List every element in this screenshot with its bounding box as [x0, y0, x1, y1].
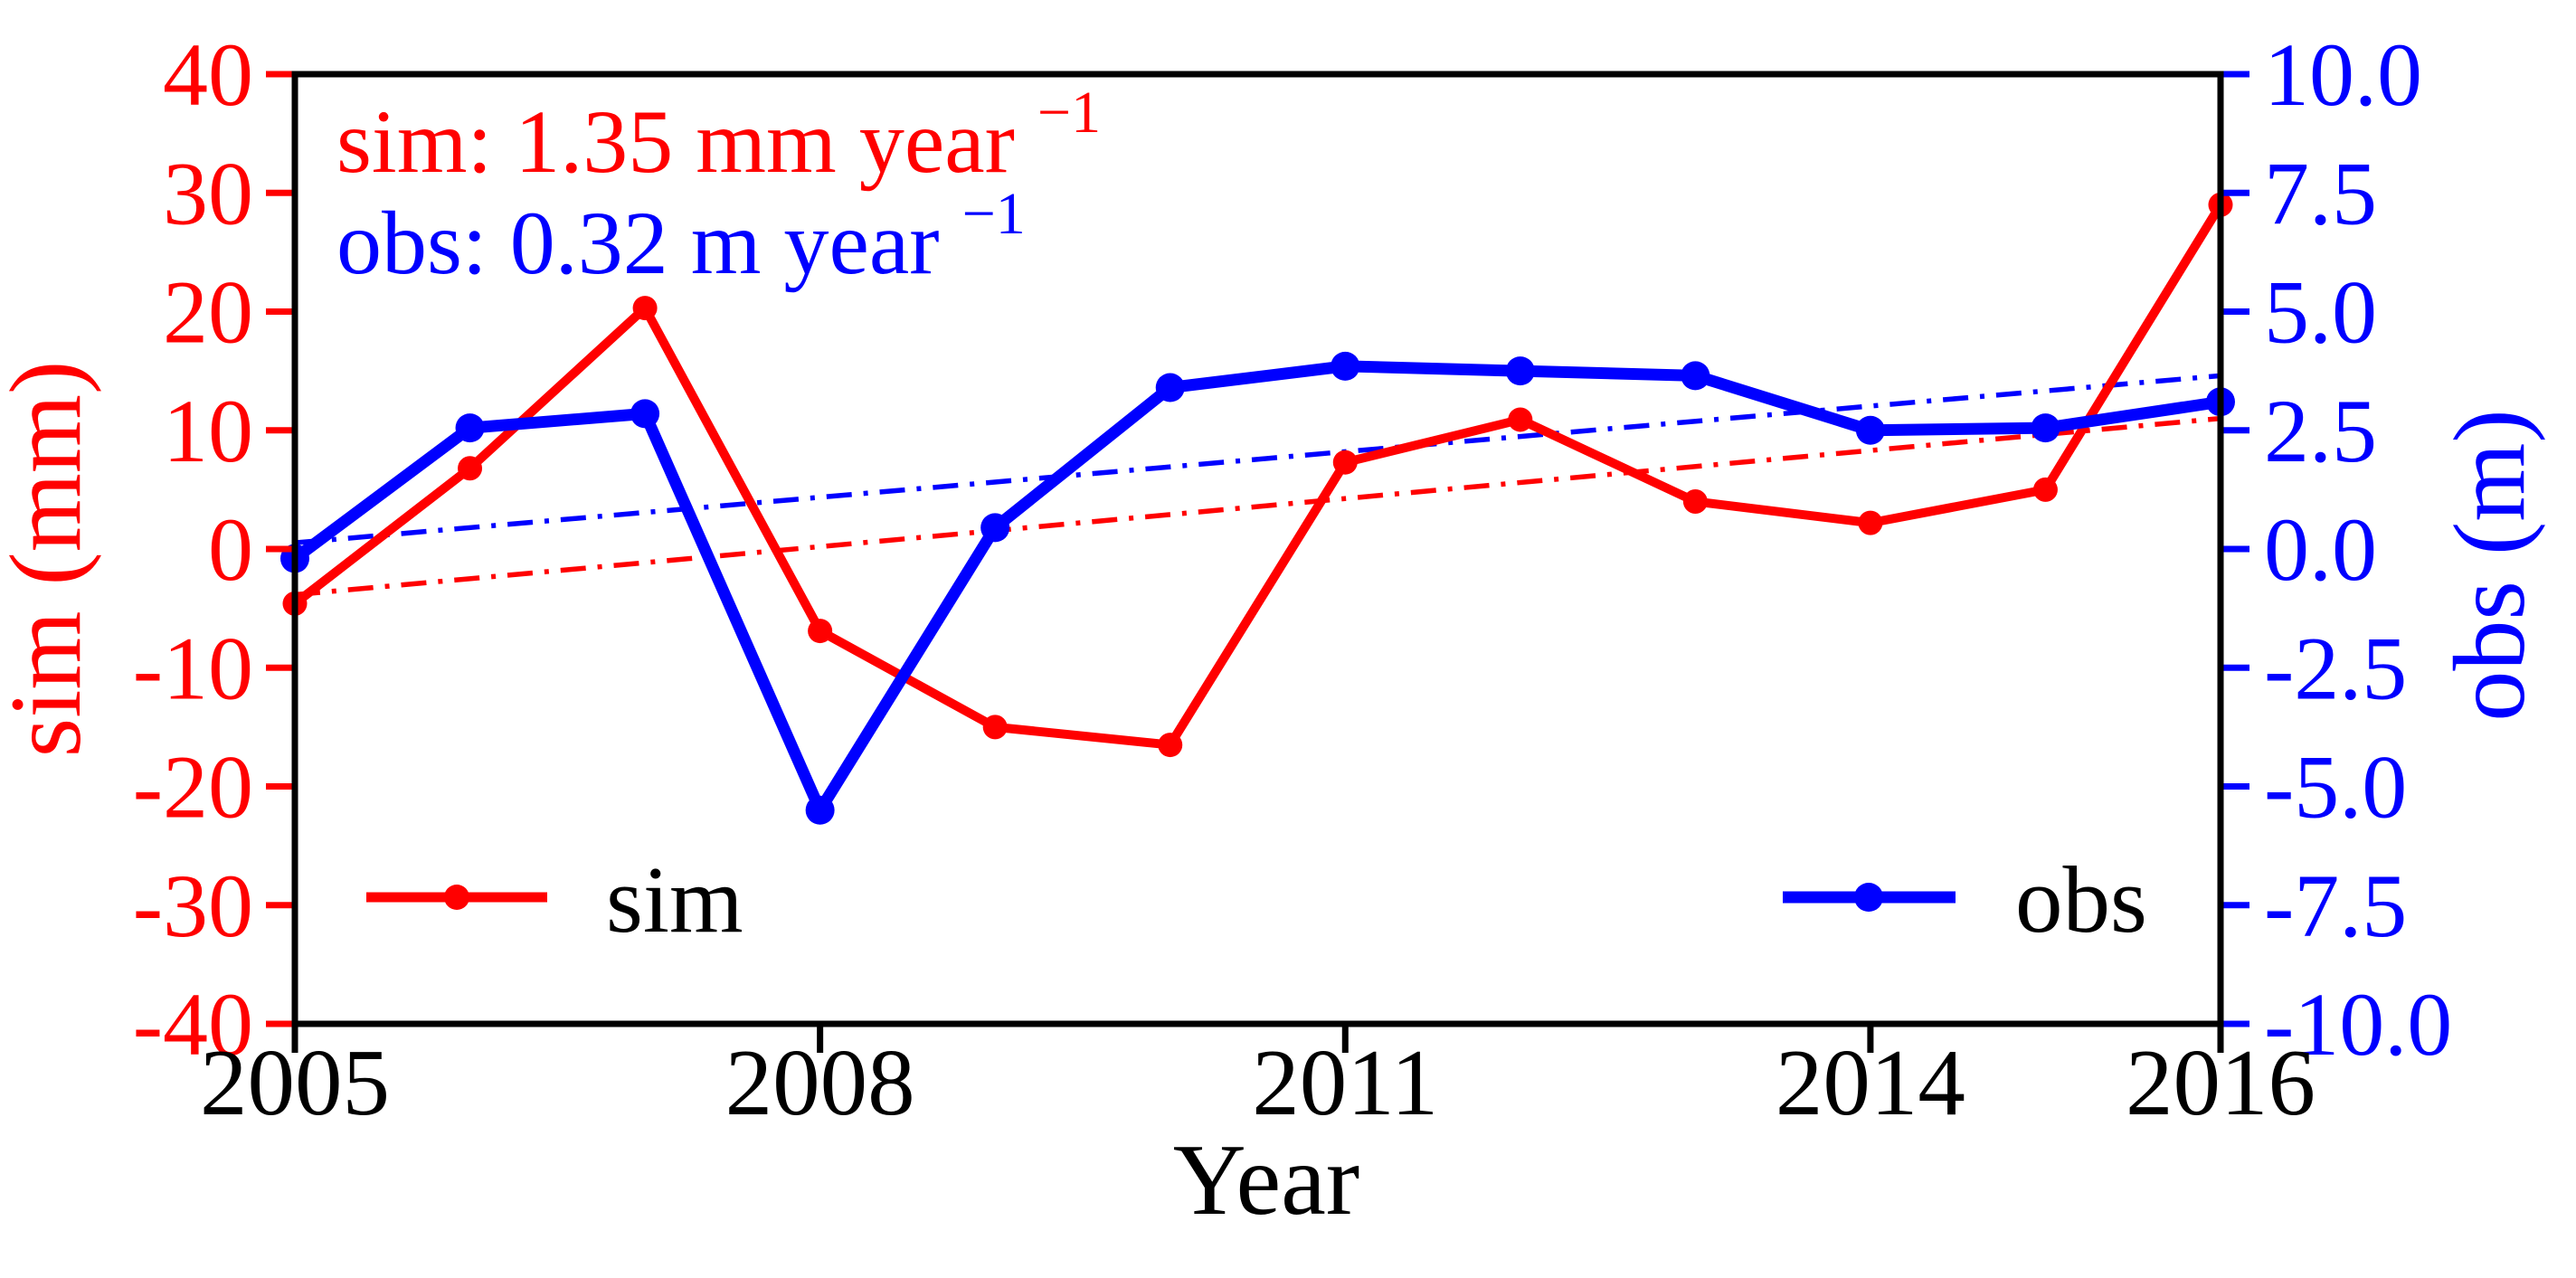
obs-data-point-2013	[1681, 361, 1710, 391]
obs-data-point-2014	[1855, 415, 1885, 445]
legend-sim-marker	[444, 885, 469, 910]
obs-data-point-2012	[1505, 356, 1535, 386]
obs-data-point-2006	[455, 413, 485, 443]
obs-data-point-2010	[1155, 373, 1185, 402]
x-tick-label: 2008	[725, 1029, 915, 1135]
y-right-tick-label: 5.0	[2264, 262, 2377, 363]
x-tick-label: 2005	[200, 1029, 390, 1135]
legend-obs: obs	[1783, 847, 2147, 952]
obs-data-point-2009	[980, 513, 1010, 543]
sim-trend-annotation: sim: 1.35 mm year −1	[336, 80, 1101, 192]
legend-sim-label: sim	[606, 847, 743, 952]
y-right-tick-label: -5.0	[2264, 737, 2407, 838]
x-tick-label: 2016	[2126, 1029, 2316, 1135]
y-left-tick-label: 10	[163, 381, 253, 481]
obs-data-point-2011	[1331, 351, 1360, 381]
obs-line	[289, 360, 2227, 817]
y-right-tick-label: 2.5	[2264, 381, 2377, 481]
obs-trend-annotation-text: obs: 0.32 m year	[336, 193, 940, 293]
y-left-tick-label: -40	[133, 974, 253, 1074]
plot-border	[291, 71, 2224, 1027]
sim-data-point-2007	[632, 296, 658, 321]
sim-data-point-2014	[1858, 510, 1883, 535]
y-right-tick-label: 10.0	[2264, 24, 2422, 125]
sim-data-point-2008	[808, 619, 833, 644]
sim-trend-line	[294, 415, 2221, 598]
obs-trend-annotation: obs: 0.32 m year −1	[336, 181, 1026, 293]
legend-obs-marker	[1854, 883, 1883, 912]
sim-data-point-2012	[1508, 407, 1533, 432]
y-left-tick-label: -30	[133, 856, 253, 956]
legend-sim: sim	[366, 847, 743, 952]
legend-obs-label: obs	[2015, 847, 2147, 952]
y-right-tick-label: 7.5	[2264, 143, 2377, 243]
y-left-tick-label: 40	[163, 24, 253, 125]
sim-data-point-2010	[1158, 733, 1183, 758]
data-series	[280, 192, 2235, 825]
obs-data-point-2008	[805, 795, 835, 825]
obs-trend-annotation-exponent: −1	[962, 181, 1026, 247]
y-right-tick-label: -2.5	[2264, 618, 2407, 718]
trend-lines	[294, 373, 2221, 598]
sim-trend-annotation-exponent: −1	[1037, 80, 1101, 146]
obs-data-point-2007	[630, 399, 660, 429]
sim-data-point-2011	[1332, 450, 1358, 475]
sim-data-point-2009	[982, 715, 1008, 740]
sim-trend-annotation-text: sim: 1.35 mm year	[336, 91, 1015, 192]
x-axis-title: Year	[1173, 1124, 1359, 1236]
y-axis-right-title: obs (m)	[2434, 409, 2546, 721]
y-left-tick-label: -10	[133, 618, 253, 718]
sim-data-point-2015	[2032, 477, 2058, 502]
y-axis-left-title: sim (mm)	[0, 361, 102, 758]
y-right-tick-label: -10.0	[2264, 974, 2452, 1074]
x-tick-label: 2011	[1252, 1029, 1438, 1135]
x-tick-label: 2014	[1776, 1029, 1965, 1135]
sim-data-point-2006	[458, 456, 483, 481]
y-right-tick-label: 0.0	[2264, 499, 2377, 600]
y-left-tick-label: 0	[208, 499, 253, 600]
obs-data-point-2015	[2031, 413, 2060, 443]
y-left-tick-label: -20	[133, 737, 253, 838]
y-right-tick-label: -7.5	[2264, 856, 2407, 956]
sim-line	[290, 200, 2225, 750]
sim-data-point-2013	[1682, 489, 1708, 514]
axis-ticks: 40 30 20 10 0 -10 -20 -30 -40 10.0 7.5 5.0 2.5 0.0 -2.…	[133, 24, 2453, 1135]
obs-trend-line	[294, 373, 2221, 545]
y-left-tick-label: 20	[163, 262, 253, 363]
y-left-tick-label: 30	[163, 143, 253, 243]
